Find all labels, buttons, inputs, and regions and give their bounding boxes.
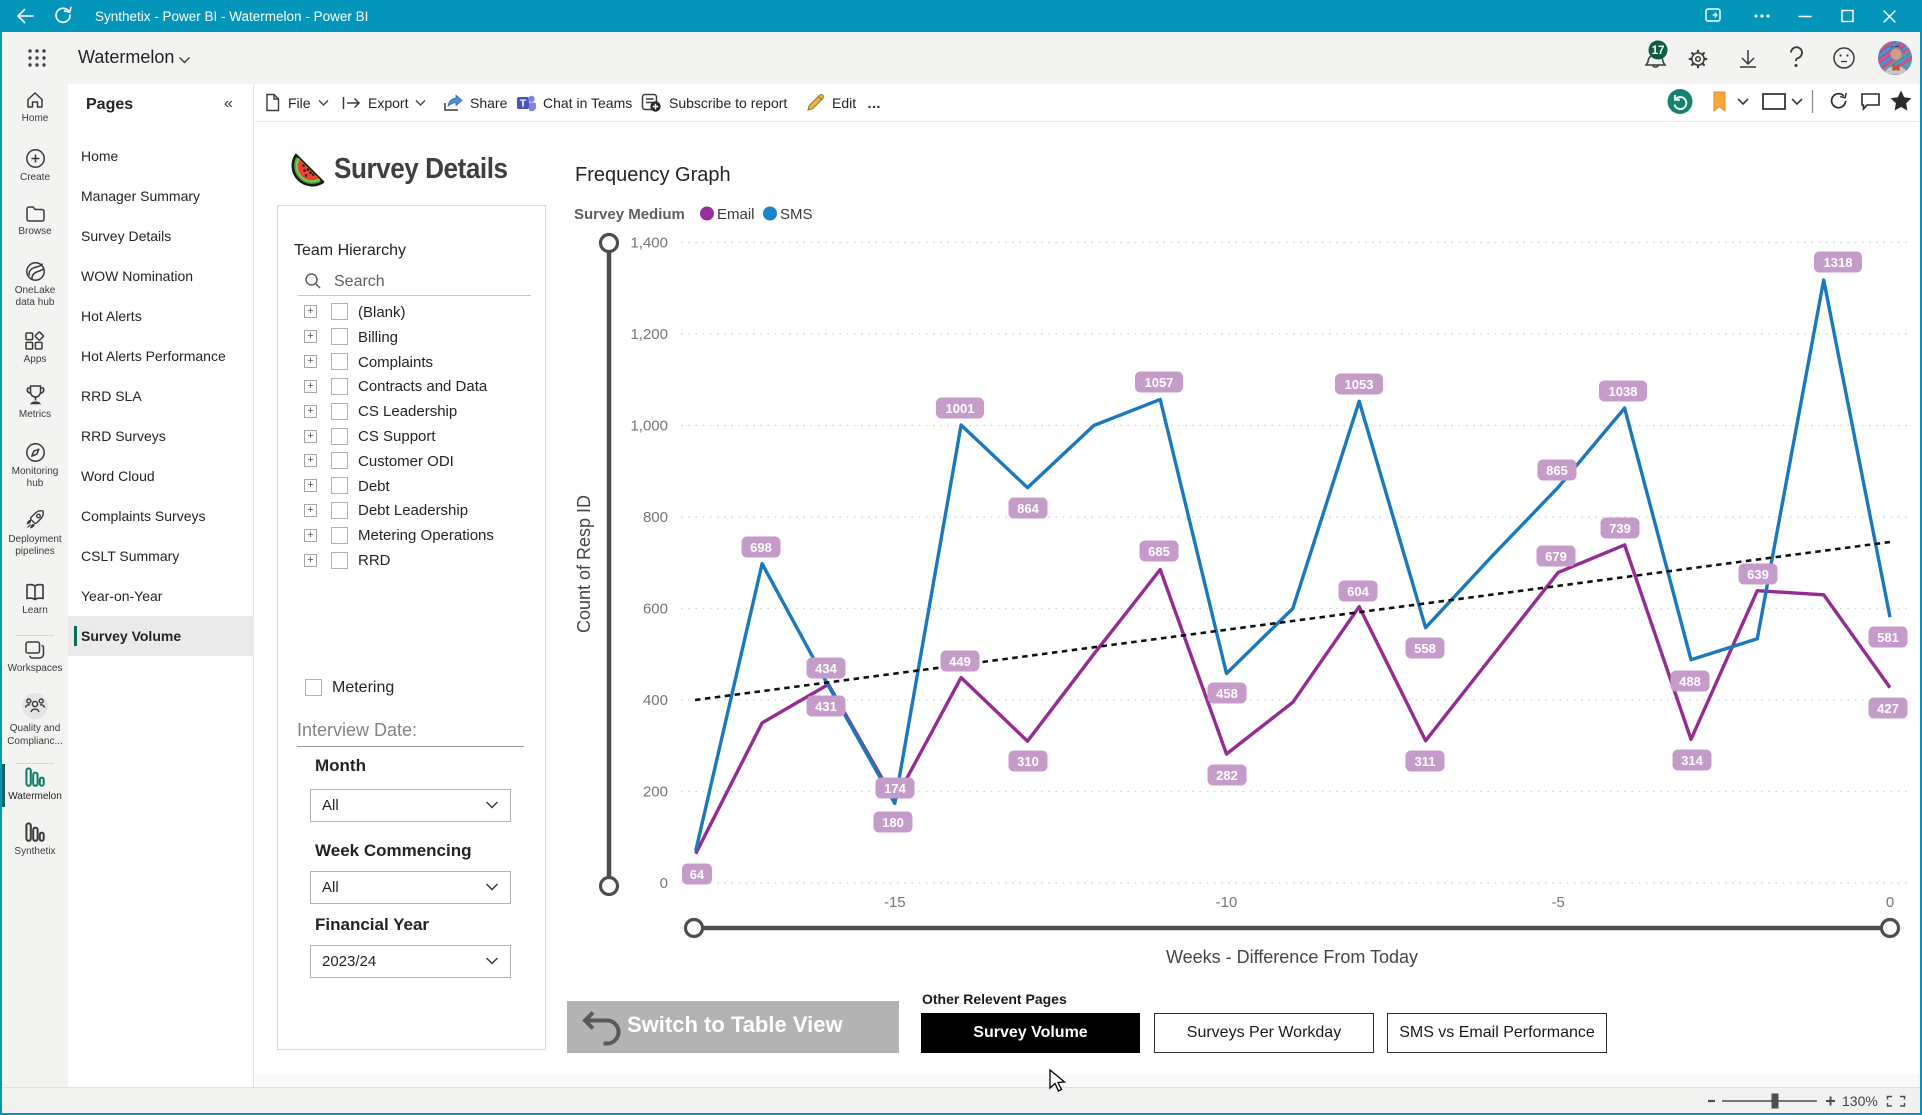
svg-text:1,200: 1,200 [630,326,668,343]
svg-text:458: 458 [1216,686,1238,701]
svg-text:200: 200 [643,784,668,801]
svg-text:SMS: SMS [780,206,813,223]
svg-text:T: T [520,98,527,110]
svg-text:311: 311 [1415,754,1436,769]
svg-text:1318: 1318 [1824,255,1853,270]
svg-text:698: 698 [750,540,772,555]
svg-text:679: 679 [1545,549,1567,564]
svg-text:434: 434 [815,661,837,676]
svg-text:-15: -15 [884,894,906,911]
svg-text:Email: Email [717,206,755,223]
svg-text:17: 17 [1652,45,1665,57]
svg-text:Frequency Graph: Frequency Graph [575,164,731,186]
svg-text:581: 581 [1877,630,1899,645]
svg-text:314: 314 [1681,753,1703,768]
svg-text:400: 400 [643,692,668,709]
svg-text:488: 488 [1679,674,1701,689]
svg-text:282: 282 [1216,768,1238,783]
svg-text:0: 0 [1886,894,1894,911]
svg-text:0: 0 [660,875,668,892]
svg-text:739: 739 [1609,521,1631,536]
svg-text:431: 431 [815,699,837,714]
svg-text:427: 427 [1877,701,1899,716]
svg-text:-5: -5 [1552,894,1565,911]
svg-text:1001: 1001 [946,401,975,416]
svg-text:639: 639 [1747,567,1769,582]
svg-text:800: 800 [643,509,668,526]
svg-text:1,000: 1,000 [630,418,668,435]
svg-text:685: 685 [1148,544,1170,559]
svg-text:1,400: 1,400 [630,235,668,252]
svg-text:604: 604 [1347,584,1369,599]
svg-text:600: 600 [643,601,668,618]
svg-text:130%: 130% [1842,1093,1878,1109]
svg-text:Weeks - Difference From Today: Weeks - Difference From Today [1166,947,1418,967]
svg-text:Survey Medium: Survey Medium [574,206,685,223]
svg-text:174: 174 [884,781,906,796]
svg-text:1038: 1038 [1609,384,1638,399]
svg-text:1053: 1053 [1345,377,1374,392]
svg-text:Count of Resp ID: Count of Resp ID [574,495,594,633]
svg-text:449: 449 [949,654,971,669]
svg-text:310: 310 [1017,754,1039,769]
svg-text:180: 180 [882,815,904,830]
svg-text:64: 64 [690,867,705,882]
svg-text:Synthetix - Power BI - Waterme: Synthetix - Power BI - Watermelon - Powe… [95,9,368,24]
svg-text:865: 865 [1546,463,1568,478]
svg-text:864: 864 [1017,501,1039,516]
svg-text:1057: 1057 [1145,375,1174,390]
svg-text:-10: -10 [1216,894,1238,911]
svg-text:558: 558 [1414,641,1436,656]
